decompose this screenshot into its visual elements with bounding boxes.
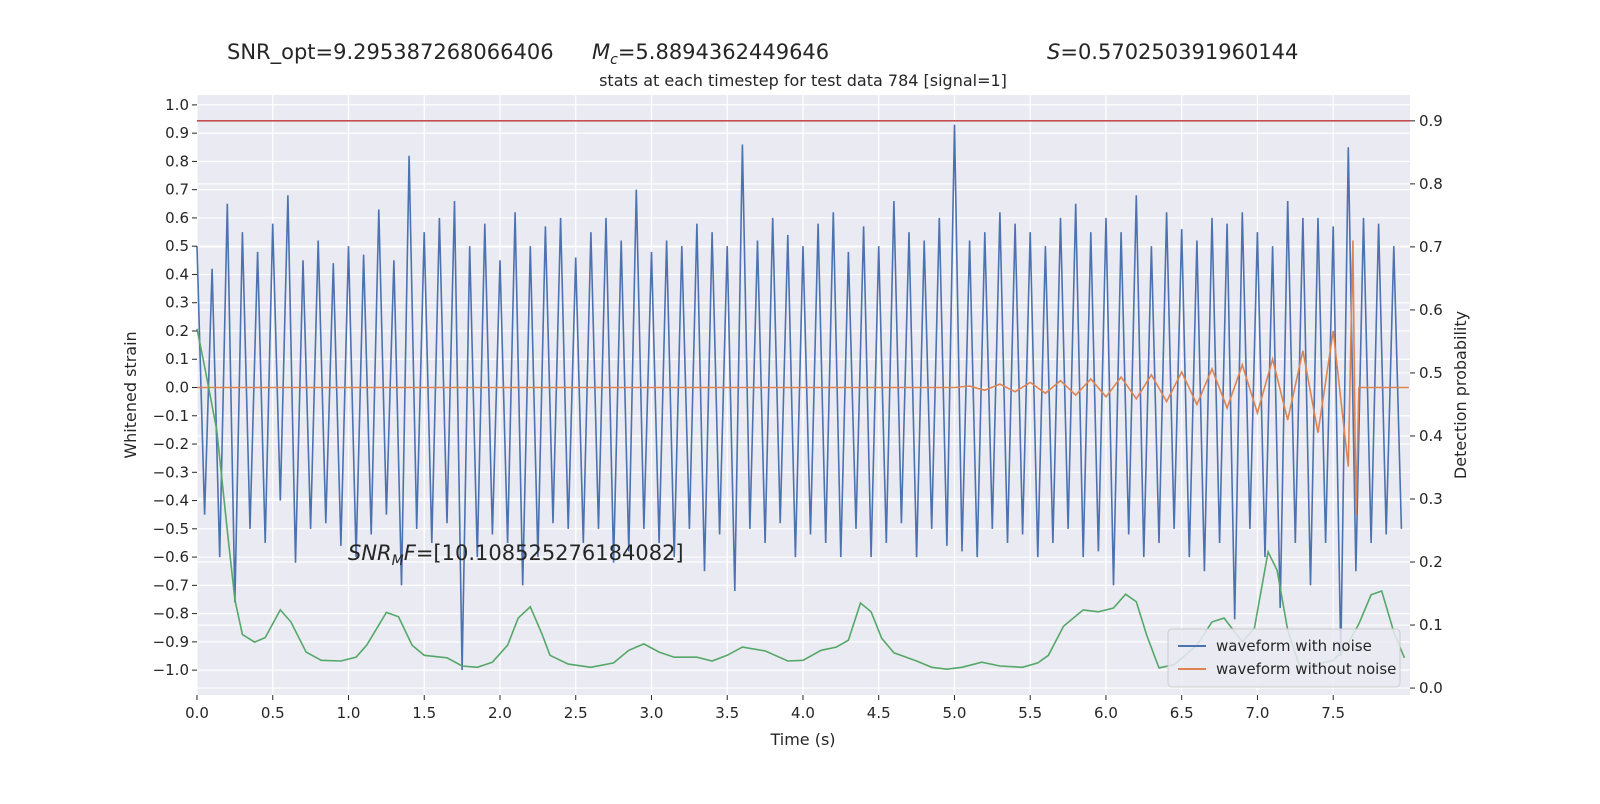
y-tick-label: 0.8 — [165, 152, 189, 170]
value: =5.8894362449646 — [618, 40, 829, 64]
x-tick-label: 0.0 — [185, 704, 209, 722]
legend: waveform with noise waveform without nois… — [1167, 628, 1401, 688]
x-tick-label: 3.5 — [715, 704, 739, 722]
y-tick-label: −0.1 — [153, 407, 189, 425]
legend-box — [1167, 628, 1401, 688]
y-tick-label: 0.5 — [165, 237, 189, 255]
y2-tick-label: 0.3 — [1419, 490, 1443, 508]
x-axis-label: Time (s) — [769, 730, 835, 749]
x-tick-label: 3.0 — [640, 704, 664, 722]
x-tick-label: 5.0 — [943, 704, 967, 722]
y-tick-label: −0.9 — [153, 633, 189, 651]
x-tick-label: 6.0 — [1094, 704, 1118, 722]
grid — [196, 95, 1410, 695]
spin-annotation: S=0.570250391960144 — [1047, 40, 1298, 64]
y-tick-label: −0.4 — [153, 492, 189, 510]
chart-title: stats at each timestep for test data 784… — [599, 71, 1007, 90]
y-tick-label: −0.2 — [153, 435, 189, 453]
y-tick-label: 0.3 — [165, 294, 189, 312]
y2-tick-label: 0.0 — [1419, 679, 1443, 697]
legend-label: waveform without noise — [1216, 660, 1396, 678]
y2-axis-label: Detection probability — [1451, 311, 1470, 479]
y-tick-label: 1.0 — [165, 96, 189, 114]
chirp-mass-annotation: Mc=5.8894362449646 — [592, 40, 829, 68]
x-tick-label: 4.0 — [791, 704, 815, 722]
x-tick-label: 4.5 — [867, 704, 891, 722]
y2-tick-label: 0.1 — [1419, 616, 1443, 634]
x-tick-label: 1.5 — [412, 704, 436, 722]
subscript: c — [610, 52, 618, 68]
symbol: S — [1047, 40, 1060, 64]
x-tick-label: 6.5 — [1170, 704, 1194, 722]
y2-tick-label: 0.5 — [1419, 364, 1443, 382]
x-tick-label: 2.0 — [488, 704, 512, 722]
y-tick-label: 0.4 — [165, 265, 189, 283]
y2-tick-label: 0.4 — [1419, 427, 1443, 445]
x-tick-label: 0.5 — [261, 704, 285, 722]
y-tick-label: −0.7 — [153, 576, 189, 594]
y-tick-label: −0.3 — [153, 463, 189, 481]
y2-tick-label: 0.7 — [1419, 238, 1443, 256]
suffix: F — [404, 541, 417, 565]
series-line — [196, 124, 1403, 671]
legend-label: waveform with noise — [1216, 637, 1372, 655]
y-tick-label: −0.6 — [153, 548, 189, 566]
x-tick-label: 7.5 — [1321, 704, 1345, 722]
y-tick-label: 0.6 — [165, 209, 189, 227]
y-axis-label: Whitened strain — [121, 331, 140, 458]
y2-tick-label: 0.6 — [1419, 301, 1443, 319]
value: =0.570250391960144 — [1060, 40, 1298, 64]
y-tick-label: 0.0 — [165, 379, 189, 397]
subscript: M — [392, 553, 404, 569]
symbol: SNR — [348, 541, 392, 565]
x-tick-label: 5.5 — [1018, 704, 1042, 722]
snr-opt-annotation: SNR_opt=9.295387268066406 — [227, 40, 554, 65]
axes: 0.0 0.5 1.0 1.5 2.0 2.5 3.0 3.5 4.0 4.5 5.0 5.5 6.0 6… — [153, 96, 1443, 722]
y-tick-label: 0.9 — [165, 124, 189, 142]
x-tick-label: 7.0 — [1246, 704, 1270, 722]
y-tick-label: 0.2 — [165, 322, 189, 340]
y-tick-label: −0.5 — [153, 520, 189, 538]
y-tick-label: 0.1 — [165, 350, 189, 368]
y-tick-label: −1.0 — [153, 661, 189, 679]
y2-tick-label: 0.8 — [1419, 175, 1443, 193]
symbol: M — [592, 40, 610, 64]
x-tick-label: 2.5 — [564, 704, 588, 722]
y2-tick-label: 0.9 — [1419, 112, 1443, 130]
y2-tick-label: 0.2 — [1419, 553, 1443, 571]
y-tick-label: −0.8 — [153, 605, 189, 623]
y-tick-label: 0.7 — [165, 181, 189, 199]
series-line — [197, 240, 1409, 515]
snr-mf-annotation: SNRMF=[10.108525276184082] — [348, 541, 684, 569]
marks — [196, 120, 1410, 671]
x-tick-label: 1.0 — [337, 704, 361, 722]
value: =[10.108525276184082] — [416, 541, 684, 565]
